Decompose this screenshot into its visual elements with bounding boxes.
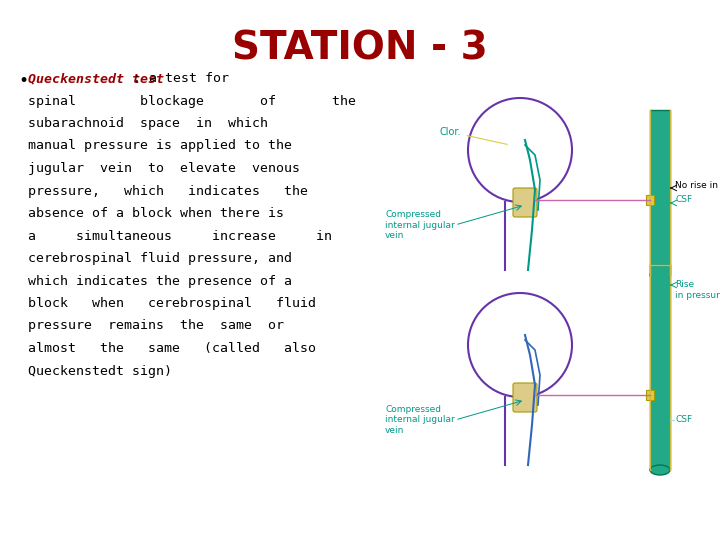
Text: : a test for: : a test for bbox=[133, 72, 229, 85]
Text: Queckenstedt sign): Queckenstedt sign) bbox=[28, 364, 172, 377]
Ellipse shape bbox=[650, 270, 670, 280]
FancyBboxPatch shape bbox=[513, 383, 537, 412]
Bar bbox=[646, 390, 654, 400]
Text: CSF: CSF bbox=[675, 415, 692, 424]
Text: cerebrospinal fluid pressure, and: cerebrospinal fluid pressure, and bbox=[28, 252, 292, 265]
Text: Rise
in pressure: Rise in pressure bbox=[675, 280, 720, 300]
Bar bbox=[650, 110, 670, 275]
Bar bbox=[646, 195, 654, 205]
Text: a     simultaneous     increase     in: a simultaneous increase in bbox=[28, 230, 332, 242]
Ellipse shape bbox=[650, 465, 670, 475]
Text: absence of a block when there is: absence of a block when there is bbox=[28, 207, 284, 220]
Text: STATION - 3: STATION - 3 bbox=[232, 30, 488, 68]
Bar bbox=[650, 265, 670, 470]
Text: pressure,   which   indicates   the: pressure, which indicates the bbox=[28, 185, 308, 198]
Text: spinal        blockage       of       the: spinal blockage of the bbox=[28, 94, 356, 107]
Text: block   when   cerebrospinal   fluid: block when cerebrospinal fluid bbox=[28, 297, 316, 310]
Text: subarachnoid  space  in  which: subarachnoid space in which bbox=[28, 117, 268, 130]
Text: Queckenstedt test: Queckenstedt test bbox=[28, 72, 164, 85]
Text: •: • bbox=[18, 72, 28, 90]
Text: Compressed
internal jugular
vein: Compressed internal jugular vein bbox=[385, 210, 455, 240]
Text: almost   the   same   (called   also: almost the same (called also bbox=[28, 342, 316, 355]
Text: which indicates the presence of a: which indicates the presence of a bbox=[28, 274, 292, 287]
Text: pressure  remains  the  same  or: pressure remains the same or bbox=[28, 320, 284, 333]
Text: CSF: CSF bbox=[675, 195, 692, 205]
Text: manual pressure is applied to the: manual pressure is applied to the bbox=[28, 139, 292, 152]
Text: Compressed
internal jugular
vein: Compressed internal jugular vein bbox=[385, 405, 455, 435]
Text: Clor.: Clor. bbox=[440, 127, 508, 144]
Text: No rise in pressure: No rise in pressure bbox=[675, 180, 720, 190]
Text: jugular  vein  to  elevate  venous: jugular vein to elevate venous bbox=[28, 162, 300, 175]
FancyBboxPatch shape bbox=[513, 188, 537, 217]
